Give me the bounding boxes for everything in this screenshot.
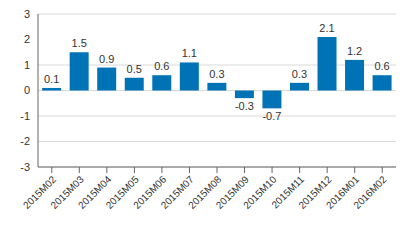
svg-text:2015M12: 2015M12 — [296, 173, 334, 211]
svg-text:-0.7: -0.7 — [262, 110, 281, 122]
svg-text:3: 3 — [24, 8, 30, 20]
svg-text:2015M02: 2015M02 — [20, 173, 59, 211]
svg-text:0.6: 0.6 — [154, 60, 169, 72]
svg-text:0.9: 0.9 — [99, 53, 114, 65]
svg-text:0: 0 — [24, 84, 30, 96]
svg-text:0.6: 0.6 — [374, 60, 389, 72]
svg-text:2: 2 — [24, 33, 30, 45]
svg-text:2015M06: 2015M06 — [131, 173, 169, 211]
svg-text:2015M11: 2015M11 — [269, 173, 307, 211]
svg-text:0.3: 0.3 — [209, 68, 224, 80]
svg-text:1.1: 1.1 — [182, 47, 197, 59]
svg-text:0.5: 0.5 — [127, 63, 142, 75]
svg-text:2015M07: 2015M07 — [158, 173, 196, 211]
svg-text:2015M03: 2015M03 — [48, 173, 86, 211]
svg-text:1.2: 1.2 — [347, 45, 362, 57]
svg-text:-3: -3 — [20, 161, 30, 173]
svg-text:2015M09: 2015M09 — [213, 173, 251, 211]
svg-text:1.5: 1.5 — [72, 37, 87, 49]
svg-text:0.1: 0.1 — [44, 73, 59, 85]
svg-text:-0.3: -0.3 — [235, 100, 254, 112]
svg-text:0.3: 0.3 — [292, 68, 307, 80]
svg-text:2016M01: 2016M01 — [323, 173, 362, 211]
svg-text:2015M04: 2015M04 — [76, 173, 114, 211]
svg-text:1: 1 — [24, 59, 30, 71]
svg-text:-1: -1 — [20, 110, 30, 122]
svg-text:2.1: 2.1 — [319, 22, 334, 34]
svg-text:2016M02: 2016M02 — [351, 173, 389, 211]
svg-text:2015M10: 2015M10 — [241, 173, 279, 211]
svg-text:-2: -2 — [20, 135, 30, 147]
svg-text:2015M08: 2015M08 — [186, 173, 224, 211]
svg-text:2015M05: 2015M05 — [103, 173, 141, 211]
